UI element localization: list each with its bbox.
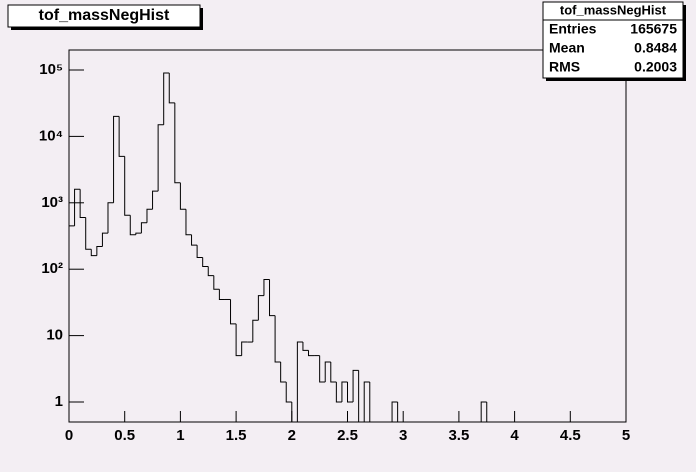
frame xyxy=(68,49,627,423)
stats-rows: Entries 165675 Mean 0.8484 RMS 0.2003 xyxy=(549,21,677,75)
x-tick-label: 3.5 xyxy=(448,427,469,444)
bin xyxy=(146,208,153,223)
bin xyxy=(185,209,192,236)
y-tick-label: 10² xyxy=(41,260,63,277)
bin xyxy=(79,189,86,219)
bin xyxy=(107,202,114,234)
x-tick-label: 0.5 xyxy=(114,427,135,444)
title-box xyxy=(7,4,201,28)
x-tick-label: 0 xyxy=(65,427,73,444)
bin xyxy=(397,402,404,423)
bin xyxy=(230,299,237,325)
bin xyxy=(202,257,209,267)
stats-box xyxy=(542,1,684,79)
bin xyxy=(179,182,186,210)
bin xyxy=(341,381,348,403)
bin xyxy=(118,116,125,157)
x-tick-label: 4 xyxy=(510,427,519,444)
stats-value: 0.2003 xyxy=(634,59,677,75)
bin xyxy=(218,289,225,300)
bin xyxy=(257,295,264,321)
bin xyxy=(391,401,398,422)
bin xyxy=(241,341,248,356)
bin xyxy=(308,350,315,357)
y-tick-label: 1 xyxy=(55,393,63,410)
bin xyxy=(335,382,342,403)
bin xyxy=(68,225,75,422)
bin xyxy=(135,232,142,235)
bin xyxy=(174,102,181,184)
bin xyxy=(168,73,175,104)
bin xyxy=(330,362,337,383)
bin xyxy=(196,245,203,259)
bin xyxy=(124,156,131,216)
bin xyxy=(96,245,103,256)
bin xyxy=(302,342,309,351)
stats-label: Entries xyxy=(549,21,597,37)
bin xyxy=(486,402,493,423)
bin xyxy=(324,361,331,383)
x-tick-label: 3 xyxy=(399,427,407,444)
stats-label: RMS xyxy=(549,59,580,75)
x-tick-label: 2.5 xyxy=(337,427,358,444)
bin xyxy=(157,124,164,192)
stats-value: 0.8484 xyxy=(634,40,677,56)
x-tick-label: 4.5 xyxy=(560,427,581,444)
bin xyxy=(369,382,376,423)
axes: 1 10 10² 10³ 10⁴ 10⁵ 0 0.5 1 1.5 2 2.5 3 3.5 4 4.5 5 xyxy=(39,61,630,444)
stats-label: Mean xyxy=(549,40,585,56)
bin xyxy=(480,401,487,422)
y-tick-label: 10 xyxy=(46,327,63,344)
bin xyxy=(191,234,198,246)
y-tick-label: 10⁴ xyxy=(39,127,63,144)
x-tick-label: 1.5 xyxy=(226,427,247,444)
stats-title: tof_massNegHist xyxy=(560,2,667,17)
bin xyxy=(269,279,276,317)
x-tick-label: 2 xyxy=(288,427,296,444)
bin xyxy=(296,341,303,422)
stats-value: 165675 xyxy=(630,21,677,37)
y-tick-label: 10³ xyxy=(41,194,63,211)
bin xyxy=(85,217,92,250)
bin xyxy=(280,362,287,383)
bin xyxy=(274,315,281,363)
y-tick-label: 10⁵ xyxy=(39,61,63,78)
bin xyxy=(319,355,326,383)
title: tof_massNegHist xyxy=(39,7,170,24)
x-tick-label: 5 xyxy=(622,427,630,444)
bin xyxy=(213,275,220,290)
bin xyxy=(152,190,159,210)
bin xyxy=(263,278,270,296)
bin xyxy=(90,249,97,257)
bin xyxy=(129,215,136,236)
bin xyxy=(207,266,214,277)
bin xyxy=(285,382,292,403)
bin xyxy=(140,222,147,234)
bin xyxy=(352,369,359,403)
bin xyxy=(163,72,170,125)
x-tick-label: 1 xyxy=(176,427,184,444)
bin xyxy=(113,115,120,203)
bin xyxy=(358,370,365,423)
bin xyxy=(363,381,370,422)
bin xyxy=(252,319,259,343)
bin xyxy=(235,323,242,357)
bin xyxy=(347,382,354,403)
bin xyxy=(74,188,81,226)
bin xyxy=(101,232,108,247)
histogram xyxy=(68,72,626,423)
